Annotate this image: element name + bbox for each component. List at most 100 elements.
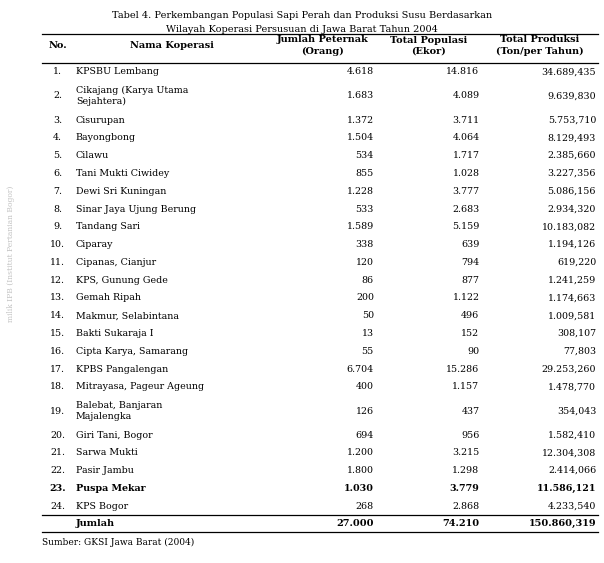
Text: Sumber: GKSI Jawa Barat (2004): Sumber: GKSI Jawa Barat (2004) bbox=[42, 538, 194, 547]
Text: 10.183,082: 10.183,082 bbox=[542, 222, 596, 231]
Text: 2.683: 2.683 bbox=[452, 204, 480, 213]
Text: 2.: 2. bbox=[53, 91, 62, 100]
Text: 15.286: 15.286 bbox=[446, 365, 480, 374]
Text: 2.385,660: 2.385,660 bbox=[548, 151, 596, 160]
Text: KPSBU Lembang: KPSBU Lembang bbox=[76, 68, 159, 77]
Text: 24.: 24. bbox=[50, 502, 65, 511]
Text: Wilayah Koperasi Persusuan di Jawa Barat Tahun 2004: Wilayah Koperasi Persusuan di Jawa Barat… bbox=[166, 25, 438, 34]
Text: 4.089: 4.089 bbox=[452, 91, 480, 100]
Text: 6.704: 6.704 bbox=[347, 365, 374, 374]
Text: 3.779: 3.779 bbox=[450, 484, 480, 493]
Text: 2.868: 2.868 bbox=[452, 502, 480, 511]
Text: 5.: 5. bbox=[53, 151, 62, 160]
Text: 6.: 6. bbox=[53, 169, 62, 178]
Text: 694: 694 bbox=[356, 431, 374, 440]
Text: 1.157: 1.157 bbox=[452, 382, 480, 391]
Text: 34.689,435: 34.689,435 bbox=[542, 68, 596, 77]
Text: Nama Koperasi: Nama Koperasi bbox=[129, 41, 213, 50]
Text: 152: 152 bbox=[461, 329, 480, 338]
Text: 14.: 14. bbox=[50, 311, 65, 320]
Text: 50: 50 bbox=[362, 311, 374, 320]
Text: 74.210: 74.210 bbox=[442, 519, 480, 528]
Text: Tani Mukti Ciwidey: Tani Mukti Ciwidey bbox=[76, 169, 169, 178]
Text: Bakti Sukaraja I: Bakti Sukaraja I bbox=[76, 329, 153, 338]
Text: 619,220: 619,220 bbox=[557, 258, 596, 267]
Text: 1.122: 1.122 bbox=[452, 293, 480, 302]
Text: 23.: 23. bbox=[50, 484, 66, 493]
Text: 21.: 21. bbox=[50, 448, 65, 457]
Text: 639: 639 bbox=[461, 240, 480, 249]
Text: 9.639,830: 9.639,830 bbox=[547, 91, 596, 100]
Text: 20.: 20. bbox=[50, 431, 65, 440]
Text: 877: 877 bbox=[461, 276, 480, 285]
Text: 5.753,710: 5.753,710 bbox=[548, 115, 596, 124]
Text: 3.227,356: 3.227,356 bbox=[548, 169, 596, 178]
Text: 534: 534 bbox=[356, 151, 374, 160]
Text: 1.174,663: 1.174,663 bbox=[548, 293, 596, 302]
Text: 1.683: 1.683 bbox=[347, 91, 374, 100]
Text: 4.618: 4.618 bbox=[347, 68, 374, 77]
Text: milik IPB (Institut Pertanian Bogor): milik IPB (Institut Pertanian Bogor) bbox=[7, 185, 15, 321]
Text: 794: 794 bbox=[461, 258, 480, 267]
Text: 5.086,156: 5.086,156 bbox=[548, 187, 596, 196]
Text: Giri Tani, Bogor: Giri Tani, Bogor bbox=[76, 431, 152, 440]
Text: 354,043: 354,043 bbox=[557, 406, 596, 415]
Text: Jumlah Peternak
(Orang): Jumlah Peternak (Orang) bbox=[277, 35, 369, 56]
Text: 10.: 10. bbox=[50, 240, 65, 249]
Text: 27.000: 27.000 bbox=[336, 519, 374, 528]
Text: 3.: 3. bbox=[53, 115, 62, 124]
Text: 338: 338 bbox=[356, 240, 374, 249]
Text: 14.816: 14.816 bbox=[446, 68, 480, 77]
Text: 126: 126 bbox=[356, 406, 374, 415]
Text: 1.194,126: 1.194,126 bbox=[548, 240, 596, 249]
Text: 308,107: 308,107 bbox=[557, 329, 596, 338]
Text: 55: 55 bbox=[362, 347, 374, 356]
Text: 3.777: 3.777 bbox=[452, 187, 480, 196]
Text: 8.129,493: 8.129,493 bbox=[548, 133, 596, 142]
Text: 3.215: 3.215 bbox=[452, 448, 480, 457]
Text: 8.: 8. bbox=[53, 204, 62, 213]
Text: 18.: 18. bbox=[50, 382, 65, 391]
Text: Cikajang (Karya Utama
Sejahtera): Cikajang (Karya Utama Sejahtera) bbox=[76, 86, 188, 106]
Text: Tandang Sari: Tandang Sari bbox=[76, 222, 140, 231]
Text: 1.504: 1.504 bbox=[347, 133, 374, 142]
Text: 400: 400 bbox=[356, 382, 374, 391]
Text: 29.253,260: 29.253,260 bbox=[542, 365, 596, 374]
Text: 4.: 4. bbox=[53, 133, 62, 142]
Text: KPS Bogor: KPS Bogor bbox=[76, 502, 128, 511]
Text: Ciparay: Ciparay bbox=[76, 240, 114, 249]
Text: 17.: 17. bbox=[50, 365, 65, 374]
Text: 1.478,770: 1.478,770 bbox=[548, 382, 596, 391]
Text: 77,803: 77,803 bbox=[563, 347, 596, 356]
Text: 533: 533 bbox=[356, 204, 374, 213]
Text: 1.372: 1.372 bbox=[347, 115, 374, 124]
Text: 1.589: 1.589 bbox=[347, 222, 374, 231]
Text: 11.: 11. bbox=[50, 258, 65, 267]
Text: 1.030: 1.030 bbox=[344, 484, 374, 493]
Text: 496: 496 bbox=[461, 311, 480, 320]
Text: Cisurupan: Cisurupan bbox=[76, 115, 126, 124]
Text: Total Populasi
(Ekor): Total Populasi (Ekor) bbox=[390, 35, 467, 56]
Text: Jumlah: Jumlah bbox=[76, 519, 115, 528]
Text: Gemah Ripah: Gemah Ripah bbox=[76, 293, 141, 302]
Text: Total Produksi
(Ton/per Tahun): Total Produksi (Ton/per Tahun) bbox=[496, 35, 583, 56]
Text: 7.: 7. bbox=[53, 187, 62, 196]
Text: Tabel 4. Perkembangan Populasi Sapi Perah dan Produksi Susu Berdasarkan: Tabel 4. Perkembangan Populasi Sapi Pera… bbox=[112, 11, 492, 20]
Text: Sarwa Mukti: Sarwa Mukti bbox=[76, 448, 138, 457]
Text: 1.028: 1.028 bbox=[452, 169, 480, 178]
Text: 19.: 19. bbox=[50, 406, 65, 415]
Text: Balebat, Banjaran
Majalengka: Balebat, Banjaran Majalengka bbox=[76, 401, 162, 421]
Text: 1.: 1. bbox=[53, 68, 62, 77]
Text: Cilawu: Cilawu bbox=[76, 151, 109, 160]
Text: Pasir Jambu: Pasir Jambu bbox=[76, 466, 133, 475]
Text: 11.586,121: 11.586,121 bbox=[536, 484, 596, 493]
Text: 5.159: 5.159 bbox=[452, 222, 480, 231]
Text: Puspa Mekar: Puspa Mekar bbox=[76, 484, 146, 493]
Text: 16.: 16. bbox=[50, 347, 65, 356]
Text: 4.233,540: 4.233,540 bbox=[548, 502, 596, 511]
Text: 13: 13 bbox=[362, 329, 374, 338]
Text: 1.009,581: 1.009,581 bbox=[548, 311, 596, 320]
Text: 956: 956 bbox=[461, 431, 480, 440]
Text: Makmur, Selabintana: Makmur, Selabintana bbox=[76, 311, 179, 320]
Text: 9.: 9. bbox=[53, 222, 62, 231]
